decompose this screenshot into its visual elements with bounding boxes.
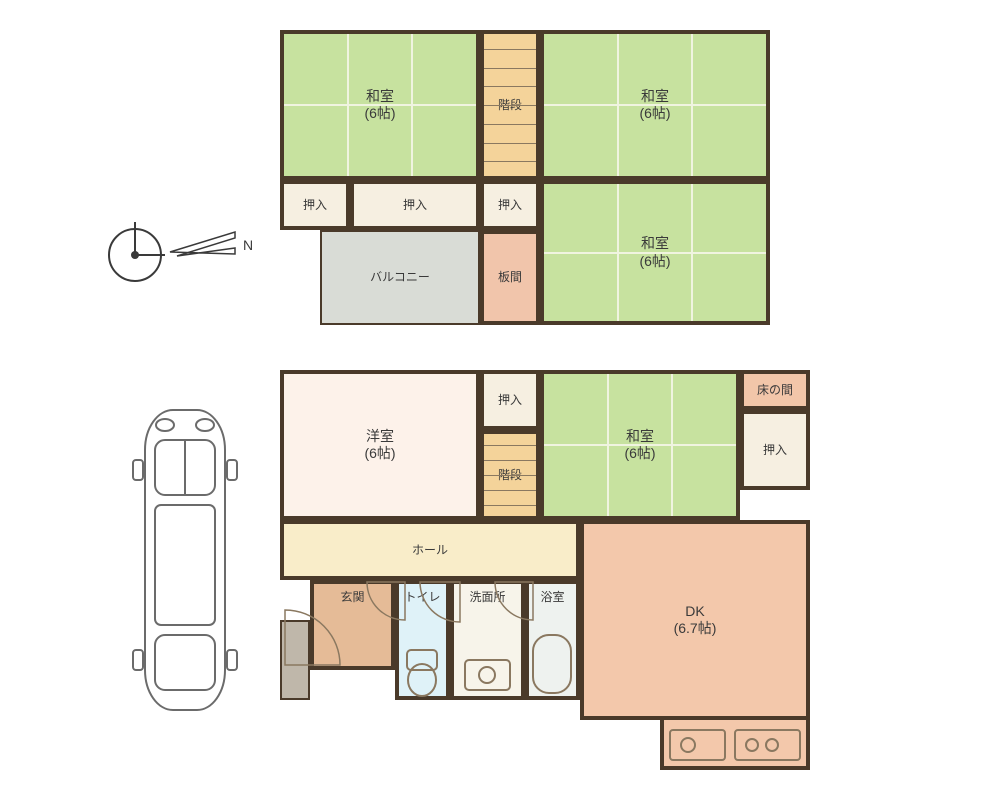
room-label: 玄関 <box>340 590 364 605</box>
room-label: DK <box>685 603 704 621</box>
washroom-1f: 洗面所 <box>450 580 525 700</box>
room-label: 洗面所 <box>469 590 505 605</box>
genkan-1f: 玄関 <box>310 580 395 670</box>
compass-icon: N <box>95 210 255 305</box>
room-dk-1f: DK (6.7帖) <box>580 520 810 720</box>
room-size: (6帖) <box>639 253 670 271</box>
closet-2f-m: 押入 <box>480 180 540 230</box>
room-size: (6帖) <box>639 105 670 123</box>
toilet-1f: トイレ <box>395 580 450 700</box>
floorplan-stage: N 和室 (6帖) 階段 <box>0 0 1000 800</box>
car-icon <box>125 400 245 725</box>
room-washitsu-2f-br: 和室 (6帖) <box>540 180 770 325</box>
room-label: 押入 <box>498 393 522 408</box>
hall-1f: ホール <box>280 520 580 580</box>
room-size: (6帖) <box>364 105 395 123</box>
closet-1f-right: 押入 <box>740 410 810 490</box>
closet-1f-top: 押入 <box>480 370 540 430</box>
room-label: トイレ <box>404 590 440 605</box>
closet-2f-l1: 押入 <box>280 180 350 230</box>
room-label: 浴室 <box>540 590 564 605</box>
room-size: (6.7帖) <box>674 620 717 638</box>
room-washitsu-2f-tl: 和室 (6帖) <box>280 30 480 180</box>
compass-letter: N <box>243 237 253 253</box>
room-label: 和室 <box>641 88 669 106</box>
room-label: 押入 <box>303 198 327 213</box>
room-size: (6帖) <box>364 445 395 463</box>
room-label: ホール <box>412 543 448 558</box>
itano-2f: 板間 <box>480 230 540 325</box>
room-label: 床の間 <box>757 383 793 398</box>
bathroom-1f: 浴室 <box>525 580 580 700</box>
room-washitsu-2f-tr: 和室 (6帖) <box>540 30 770 180</box>
tokonoma-1f: 床の間 <box>740 370 810 410</box>
room-label: バルコニー <box>370 270 430 285</box>
room-label: 和室 <box>626 428 654 446</box>
room-label: 和室 <box>641 235 669 253</box>
room-label: 板間 <box>498 270 522 285</box>
room-label: 押入 <box>763 443 787 458</box>
dk-bump <box>660 720 810 770</box>
room-label: 洋室 <box>366 428 394 446</box>
balcony-2f: バルコニー <box>320 230 480 325</box>
room-label: 押入 <box>403 198 427 213</box>
closet-2f-l2: 押入 <box>350 180 480 230</box>
genkan-step <box>280 620 310 700</box>
room-washitsu-1f: 和室 (6帖) <box>540 370 740 520</box>
room-label: 押入 <box>498 198 522 213</box>
room-label: 和室 <box>366 88 394 106</box>
room-youshitsu-1f: 洋室 (6帖) <box>280 370 480 520</box>
room-size: (6帖) <box>624 445 655 463</box>
